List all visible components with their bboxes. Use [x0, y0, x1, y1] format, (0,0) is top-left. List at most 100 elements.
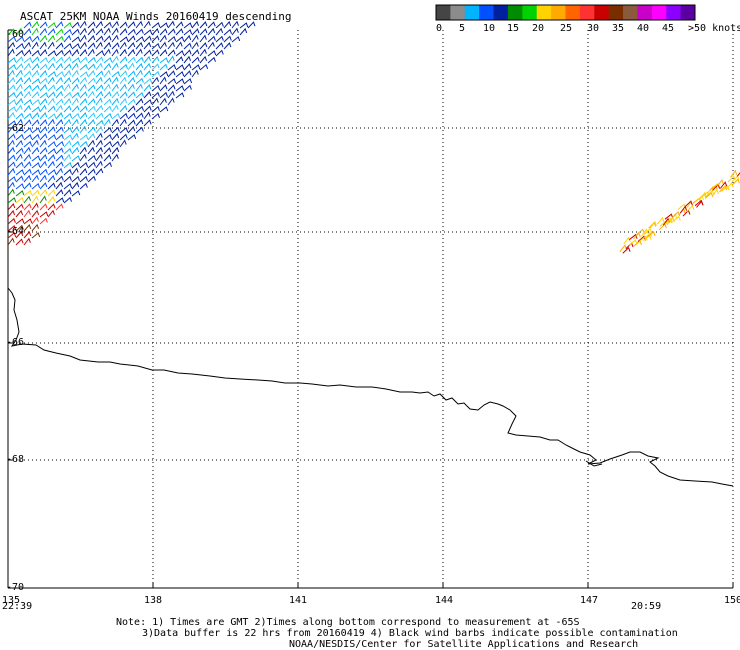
wind-barb [55, 84, 64, 92]
wind-barb [31, 49, 40, 57]
wind-barb [135, 62, 144, 71]
wind-barb [23, 237, 31, 246]
wind-barb [231, 36, 241, 43]
wind-barb [39, 139, 47, 148]
wind-barb [79, 105, 88, 113]
wind-barb [39, 189, 48, 197]
wind-barb [15, 49, 24, 57]
legend-label: 10 [483, 23, 495, 34]
wind-barb [103, 126, 112, 134]
wind-barb [223, 35, 232, 43]
wind-barb [47, 84, 56, 92]
wind-barb [71, 118, 79, 127]
wind-barb [87, 56, 96, 64]
wind-barb [87, 161, 96, 169]
wind-barb [87, 35, 96, 43]
wind-barb [15, 161, 24, 169]
wind-barb [15, 133, 24, 141]
wind-barb [31, 169, 41, 176]
wind-barb [55, 49, 64, 57]
legend-swatch [680, 5, 696, 20]
wind-barb [657, 216, 665, 225]
wind-barb [63, 153, 72, 162]
wind-barb [684, 200, 693, 208]
wind-barb [95, 97, 103, 106]
wind-barb [55, 161, 64, 169]
wind-barb [199, 42, 208, 50]
wind-barb [63, 189, 72, 197]
wind-barb [207, 27, 216, 36]
wind-barb [127, 56, 136, 64]
wind-barb [23, 104, 31, 113]
wind-barb [628, 233, 638, 241]
wind-barb [87, 105, 96, 113]
lon-label: 141 [289, 595, 307, 606]
wind-barb [135, 48, 143, 57]
wind-barb [167, 41, 175, 50]
wind-barb [119, 21, 128, 29]
wind-barb [79, 161, 89, 169]
wind-barb [23, 218, 33, 225]
wind-barb [636, 228, 645, 235]
wind-barb [79, 112, 88, 120]
wind-barb [47, 22, 57, 29]
wind-barb [79, 98, 88, 106]
wind-barb [55, 203, 64, 211]
wind-barb [686, 204, 695, 212]
wind-barb [183, 49, 192, 57]
wind-barb [47, 105, 56, 113]
wind-barb [87, 90, 95, 99]
wind-barb [31, 195, 39, 204]
wind-barb [15, 63, 24, 71]
wind-barb [95, 90, 104, 99]
wind-barb [87, 27, 96, 36]
wind-barb [682, 209, 691, 217]
wind-barb [63, 49, 72, 57]
wind-barb [127, 42, 136, 50]
wind-barb [71, 132, 79, 141]
legend-swatch [493, 5, 509, 20]
wind-barb [39, 92, 49, 99]
graticule [7, 29, 734, 589]
wind-barb [87, 98, 96, 106]
legend-label: 20 [532, 23, 544, 34]
wind-barb [31, 174, 39, 183]
wind-barb [15, 69, 23, 78]
wind-barb [215, 49, 224, 57]
wind-barb [15, 183, 25, 190]
wind-barb [119, 112, 128, 120]
wind-barb [79, 134, 89, 141]
wind-barb [143, 29, 153, 36]
wind-barb [7, 203, 16, 211]
wind-barb [15, 27, 23, 36]
wind-barb [31, 147, 40, 155]
wind-barb [143, 119, 152, 127]
wind-barb [71, 69, 79, 78]
wind-barb [119, 70, 128, 78]
wind-barb [47, 160, 55, 169]
wind-barb [103, 57, 113, 64]
wind-barb [111, 62, 119, 71]
wind-barb [79, 153, 87, 162]
wind-barb [647, 230, 656, 238]
wind-barb [167, 78, 177, 85]
wind-barb [95, 146, 103, 155]
wind-barb [63, 83, 71, 92]
wind-barb [31, 223, 40, 232]
wind-barb [55, 167, 63, 176]
wind-barb [151, 56, 160, 64]
wind-barb [63, 134, 73, 141]
wind-barb [87, 154, 97, 162]
wind-barb [191, 28, 200, 36]
legend-swatch [551, 5, 566, 20]
wind-barb [39, 195, 47, 204]
wind-barb [39, 133, 48, 141]
wind-barb [15, 231, 24, 239]
wind-barb [7, 232, 17, 239]
wind-barb [135, 119, 144, 127]
wind-barb [63, 147, 72, 155]
legend-label: 40 [637, 23, 649, 34]
legend-swatch [464, 5, 480, 20]
wind-barb [63, 168, 72, 176]
wind-barb [207, 21, 216, 29]
